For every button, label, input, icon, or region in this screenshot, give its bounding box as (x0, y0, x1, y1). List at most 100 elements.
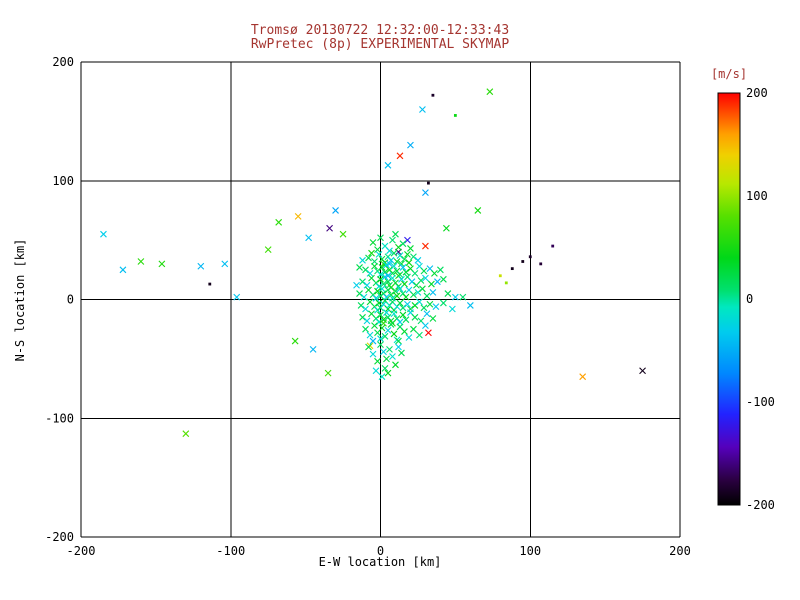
data-point-x (410, 291, 417, 299)
data-point-x (374, 246, 381, 254)
data-point-x (360, 293, 368, 301)
colorbar-tick-label: -200 (746, 498, 775, 512)
data-point-x (375, 250, 383, 258)
y-tick-label: 0 (67, 293, 74, 307)
data-point-x (407, 245, 414, 252)
data-point-x (363, 281, 371, 289)
data-point-x (389, 236, 396, 244)
data-point-x (353, 281, 360, 289)
data-point-x (434, 278, 441, 286)
data-point-x (339, 230, 347, 238)
data-point-x (275, 218, 283, 226)
data-point-x (405, 334, 413, 341)
data-point-x (459, 293, 467, 301)
data-point-x (422, 274, 429, 282)
data-point-x (377, 341, 384, 349)
y-axis-label: N-S location [km] (13, 239, 27, 362)
data-point-x (100, 230, 107, 238)
data-point-x (414, 288, 422, 296)
data-point-x (377, 335, 384, 343)
data-point-x (332, 207, 339, 214)
data-point-x (411, 269, 419, 277)
data-point-x (399, 240, 407, 248)
colorbar-tick-label: 100 (746, 189, 768, 203)
colorbar-swatch (717, 92, 741, 506)
data-point-x (378, 373, 386, 381)
data-point-x (378, 324, 386, 332)
data-point-x (326, 224, 333, 232)
data-point-x (408, 278, 416, 286)
data-point-x (372, 294, 380, 302)
x-tick-label: -100 (216, 544, 245, 558)
data-point-x (383, 293, 390, 301)
data-point-x (374, 287, 381, 295)
data-point-x (384, 305, 392, 313)
data-point-x (411, 313, 419, 321)
data-point-x (443, 224, 450, 232)
data-point-x (398, 275, 405, 283)
data-point-x (466, 302, 474, 309)
data-point-x (384, 286, 392, 294)
data-point-x (404, 250, 411, 258)
data-point-x (378, 285, 386, 293)
data-point-x (381, 273, 389, 281)
data-point-x (363, 317, 371, 325)
x-axis-tick-labels: -200 -100 0 100 200 (67, 544, 691, 558)
data-point-x (371, 262, 378, 270)
data-point-x (372, 367, 380, 375)
data-point-x (444, 290, 452, 297)
data-point-x (309, 345, 317, 353)
data-point-x (399, 304, 407, 312)
data-point-x (410, 253, 417, 261)
data-point-x (404, 236, 411, 244)
data-point-x (448, 305, 456, 313)
data-point-dot (431, 93, 435, 97)
x-tick-label: 100 (519, 544, 541, 558)
data-point-dot (498, 274, 502, 278)
data-point-x (359, 278, 366, 286)
data-point-x (396, 252, 404, 259)
data-point-dot (510, 267, 514, 271)
data-point-x (384, 326, 392, 334)
data-point-x (390, 249, 398, 257)
data-point-dot (551, 244, 555, 248)
data-point-x (383, 261, 390, 269)
data-point-x (368, 249, 375, 257)
data-point-dot (427, 181, 430, 185)
data-point-x (386, 247, 393, 255)
data-point-x (407, 141, 414, 149)
data-point-x (369, 337, 377, 345)
data-point-x (374, 357, 381, 365)
data-point-x (396, 299, 404, 307)
data-point-x (197, 262, 205, 270)
data-point-x (158, 260, 166, 268)
data-point-x (422, 322, 429, 330)
data-point-x (383, 309, 390, 316)
data-point-x (357, 302, 365, 309)
colorbar-tick-label: -100 (746, 395, 775, 409)
data-point-x (384, 369, 392, 377)
data-point-x (429, 315, 437, 322)
data-point-x (369, 350, 377, 358)
colorbar-label: [m/s] (711, 67, 747, 81)
x-tick-label: 0 (377, 544, 384, 558)
data-point-x (437, 266, 444, 274)
data-point-x (451, 293, 459, 301)
data-point-x (362, 325, 369, 333)
data-point-x (399, 264, 407, 271)
data-point-x (398, 260, 405, 268)
data-point-x (420, 304, 428, 312)
data-point-x (366, 269, 374, 277)
data-point-x (387, 321, 395, 328)
data-point-x (429, 288, 437, 296)
data-point-x (396, 285, 404, 293)
data-point-x (417, 277, 425, 284)
data-point-x (392, 361, 399, 369)
x-tick-label: -200 (67, 544, 96, 558)
data-point-x (428, 280, 435, 288)
data-point-x (182, 430, 190, 438)
data-point-x (425, 329, 432, 337)
data-point-dot (504, 281, 508, 285)
data-point-x (384, 278, 392, 286)
data-point-x (359, 313, 366, 321)
